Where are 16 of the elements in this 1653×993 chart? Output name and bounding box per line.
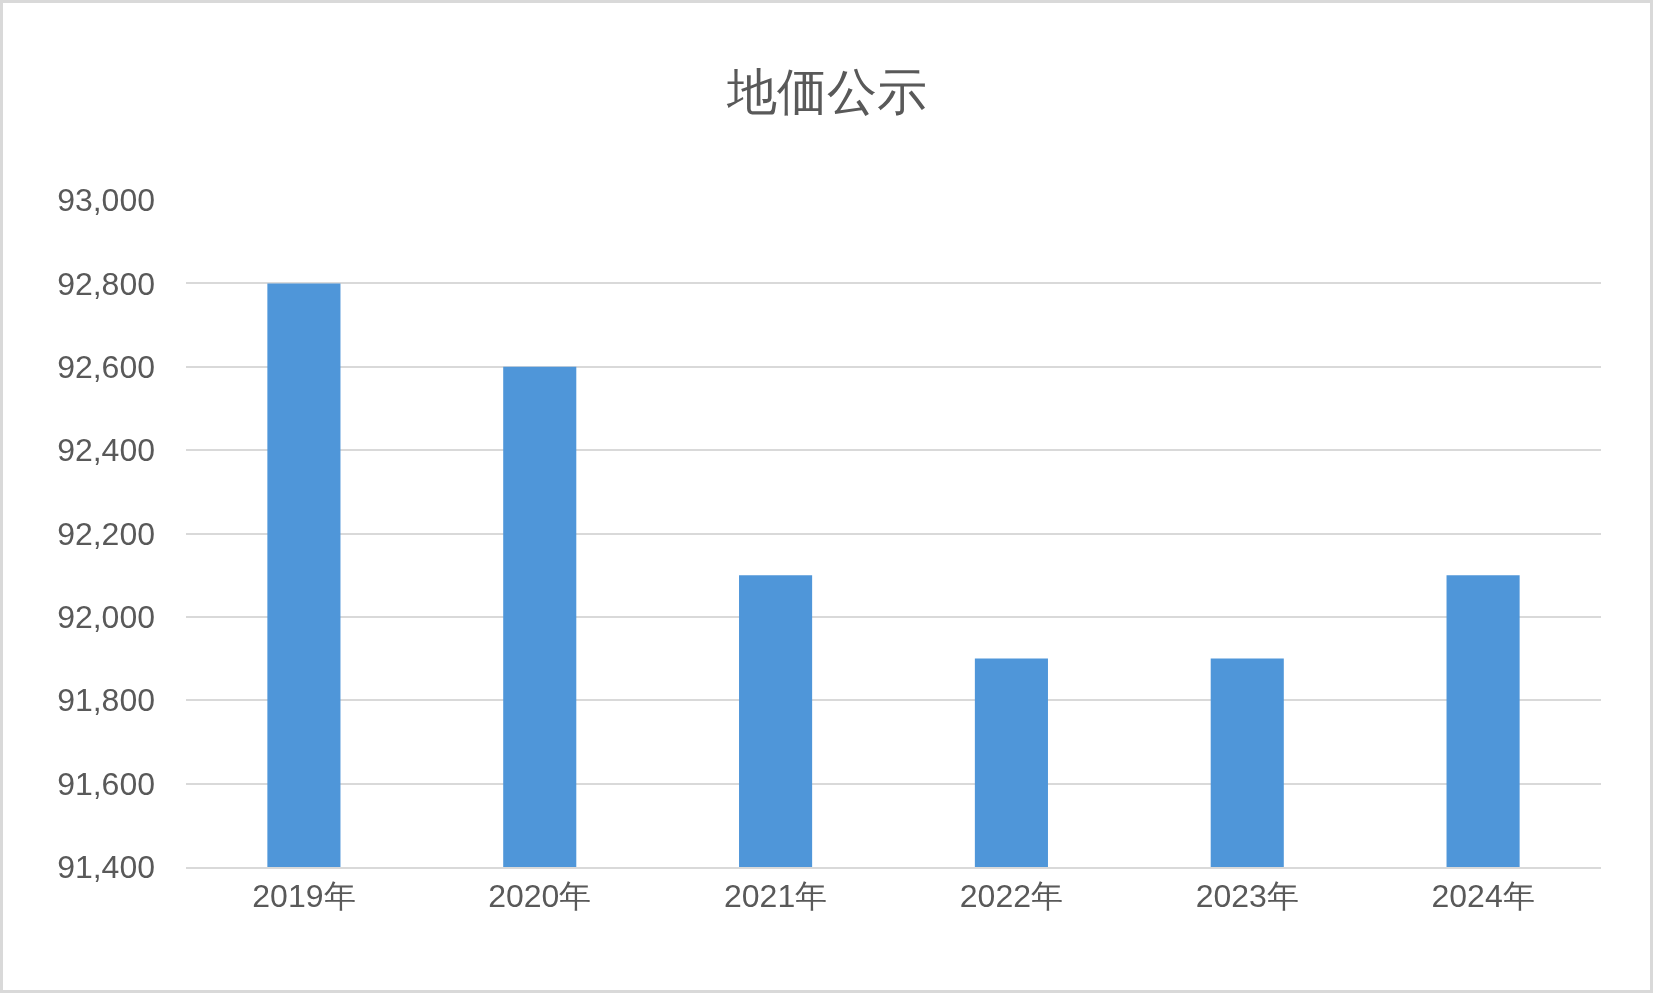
y-tick-label: 91,600 <box>57 765 155 802</box>
y-tick-label: 91,800 <box>57 682 155 719</box>
x-tick-label: 2024年 <box>1431 878 1535 915</box>
y-tick-label: 92,400 <box>57 432 155 469</box>
y-tick-label: 92,000 <box>57 599 155 636</box>
y-tick-label: 92,600 <box>57 348 155 385</box>
x-tick-label: 2023年 <box>1195 878 1299 915</box>
x-tick-label: 2019年 <box>252 878 356 915</box>
x-tick-label: 2021年 <box>723 878 828 915</box>
x-tick-label: 2020年 <box>488 878 592 915</box>
y-tick-label: 93,000 <box>57 182 155 219</box>
y-tick-label: 91,400 <box>57 849 155 886</box>
y-tick-label: 92,200 <box>57 515 155 552</box>
chart-title: 地価公示 <box>725 64 927 121</box>
y-tick-label: 92,800 <box>57 265 155 302</box>
x-tick-label: 2022年 <box>959 878 1064 915</box>
